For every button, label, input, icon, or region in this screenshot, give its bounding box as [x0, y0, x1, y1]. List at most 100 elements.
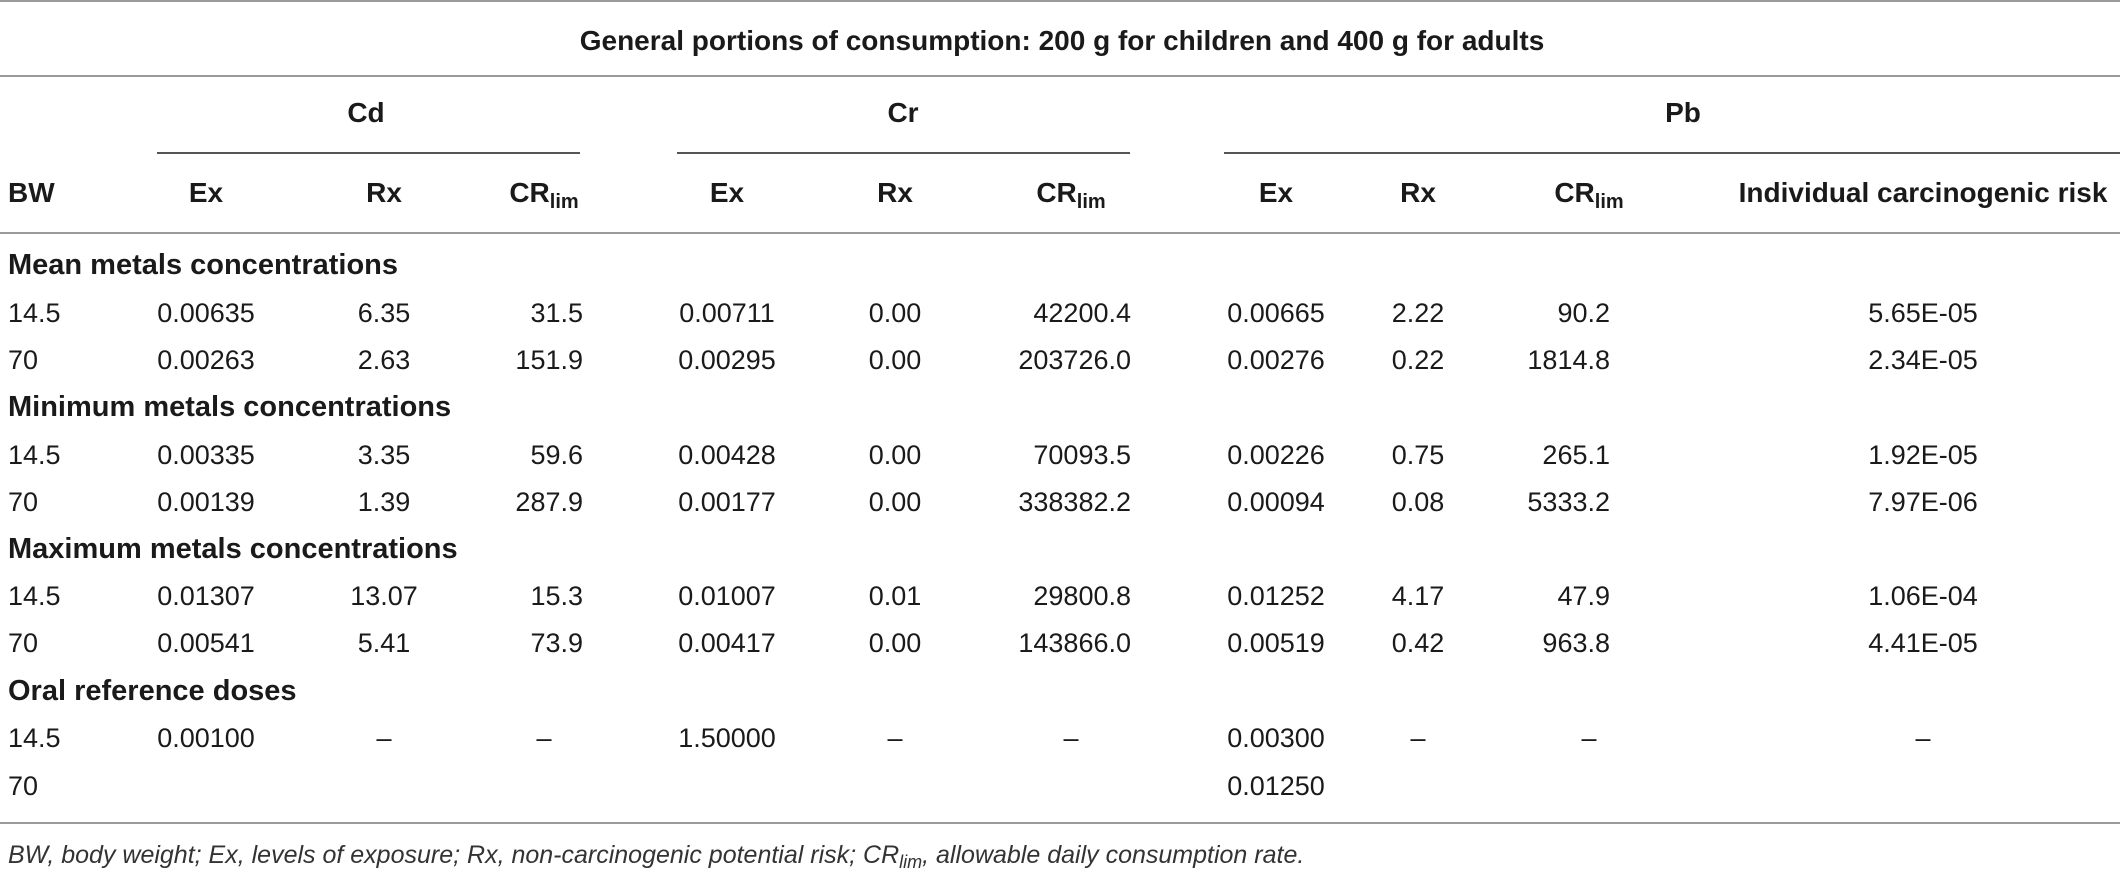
- header-rule: [0, 232, 2120, 234]
- top-rule: [0, 0, 2120, 2]
- cell-cd-ex: 0.00335: [157, 440, 255, 470]
- cell-bw: 14.5: [8, 581, 61, 611]
- group-header-pb: Pb: [1665, 97, 1701, 128]
- cell-pb-ex: 0.00665: [1227, 298, 1325, 328]
- cell-pb-rx: 0.08: [1391, 487, 1445, 517]
- cell-bw: 70: [8, 345, 39, 375]
- cell-cd-cr: 31.5: [530, 298, 583, 328]
- cell-cd-rx: 13.07: [350, 581, 418, 611]
- col-header-pb-rx: Rx: [1400, 177, 1436, 208]
- cell-pb-ex: 0.00094: [1227, 487, 1325, 517]
- cell-cd-rx: 2.63: [357, 345, 411, 375]
- cell-bw: 14.5: [8, 298, 61, 328]
- cell-cd-ex: 0.00100: [157, 723, 255, 753]
- cell-cr-ex: 1.50000: [678, 723, 776, 753]
- cell-pb-rx: –: [1410, 723, 1426, 753]
- cell-cr-ex: 0.00177: [678, 487, 776, 517]
- cell-pb-rx: 2.22: [1391, 298, 1445, 328]
- cell-cr-cr: –: [1063, 723, 1079, 753]
- footnote-part1: BW, body weight; Ex, levels of exposure;…: [8, 841, 900, 869]
- footnote-part2: , allowable daily consumption rate.: [922, 841, 1305, 869]
- cell-pb-ex: 0.00276: [1227, 345, 1325, 375]
- cell-cd-cr: 59.6: [530, 440, 583, 470]
- section-title: Mean metals concentrations: [8, 249, 398, 281]
- cell-cr-cr: 70093.5: [1033, 440, 1131, 470]
- cell-bw: 70: [8, 487, 39, 517]
- cell-cr-rx: 0.00: [868, 440, 922, 470]
- cr-label: CR: [1036, 177, 1077, 208]
- cell-cd-rx: 1.39: [357, 487, 411, 517]
- cell-pb-cr: 90.2: [1557, 298, 1610, 328]
- cell-pb-cr: 47.9: [1557, 581, 1610, 611]
- col-header-cd-rx: Rx: [366, 177, 402, 208]
- col-header-pb-cr: CRlim: [1554, 176, 1623, 219]
- cell-icr: 2.34E-05: [1868, 345, 1978, 375]
- cell-bw: 14.5: [8, 723, 61, 753]
- cell-cd-ex: 0.00635: [157, 298, 255, 328]
- cell-icr: 4.41E-05: [1868, 628, 1978, 658]
- cell-cd-ex: 0.00541: [157, 628, 255, 658]
- cell-bw: 70: [8, 771, 39, 801]
- cell-pb-ex: 0.00300: [1227, 723, 1325, 753]
- cell-cr-ex: 0.00295: [678, 345, 776, 375]
- section-title: Oral reference doses: [8, 675, 297, 707]
- cell-icr: 1.06E-04: [1868, 581, 1978, 611]
- cell-cr-rx: 0.00: [868, 345, 922, 375]
- cell-pb-ex: 0.00519: [1227, 628, 1325, 658]
- cell-cr-ex: 0.01007: [678, 581, 776, 611]
- cr-label: CR: [1554, 177, 1595, 208]
- cell-cd-cr: 73.9: [530, 628, 583, 658]
- footnote: BW, body weight; Ex, levels of exposure;…: [8, 840, 1304, 877]
- cr-subscript: lim: [1076, 191, 1106, 213]
- cell-cr-rx: 0.01: [868, 581, 922, 611]
- cell-cd-rx: 5.41: [357, 628, 411, 658]
- cell-pb-rx: 0.75: [1391, 440, 1445, 470]
- cell-pb-ex: 0.01250: [1227, 771, 1325, 801]
- cr-subscript: lim: [1594, 191, 1624, 213]
- cell-icr: 7.97E-06: [1868, 487, 1978, 517]
- col-header-pb-ex: Ex: [1258, 177, 1294, 208]
- group-header-cd: Cd: [347, 97, 385, 128]
- cell-cd-cr: 15.3: [530, 581, 583, 611]
- cell-cr-cr: 29800.8: [1033, 581, 1131, 611]
- cell-cr-rx: –: [887, 723, 903, 753]
- col-header-cr-cr: CRlim: [1036, 176, 1105, 219]
- cell-cd-rx: –: [376, 723, 392, 753]
- table-title: General portions of consumption: 200 g f…: [579, 25, 1545, 56]
- section-title: Minimum metals concentrations: [8, 391, 452, 423]
- cell-cd-ex: 0.00263: [157, 345, 255, 375]
- col-header-cr-ex: Ex: [709, 177, 745, 208]
- group-underline-pb: [1224, 152, 2120, 154]
- cell-cd-cr: 151.9: [515, 345, 583, 375]
- cell-cd-cr: –: [536, 723, 552, 753]
- group-header-cr: Cr: [887, 97, 919, 128]
- col-header-icr: Individual carcinogenic risk: [1738, 177, 2108, 208]
- cell-pb-cr: –: [1581, 723, 1597, 753]
- cr-subscript: lim: [549, 191, 579, 213]
- cell-pb-ex: 0.01252: [1227, 581, 1325, 611]
- cell-cr-rx: 0.00: [868, 628, 922, 658]
- cell-icr: 5.65E-05: [1868, 298, 1978, 328]
- footnote-subscript: lim: [899, 852, 923, 872]
- cell-bw: 14.5: [8, 440, 61, 470]
- cell-cr-ex: 0.00428: [678, 440, 776, 470]
- cell-cr-cr: 203726.0: [1018, 345, 1131, 375]
- cell-cr-cr: 42200.4: [1033, 298, 1131, 328]
- cell-cr-cr: 143866.0: [1018, 628, 1131, 658]
- cell-cd-rx: 3.35: [357, 440, 411, 470]
- cell-pb-rx: 4.17: [1391, 581, 1445, 611]
- cell-cr-ex: 0.00711: [679, 298, 775, 328]
- cell-pb-cr: 265.1: [1542, 440, 1610, 470]
- col-header-cd-cr: CRlim: [509, 176, 578, 219]
- cell-cr-cr: 338382.2: [1018, 487, 1131, 517]
- cell-cd-ex: 0.01307: [157, 581, 255, 611]
- cell-cd-cr: 287.9: [515, 487, 583, 517]
- cell-cr-ex: 0.00417: [678, 628, 776, 658]
- cell-pb-rx: 0.22: [1391, 345, 1445, 375]
- cell-pb-cr: 963.8: [1542, 628, 1610, 658]
- group-underline-cd: [157, 152, 580, 154]
- cell-pb-rx: 0.42: [1391, 628, 1445, 658]
- cell-pb-ex: 0.00226: [1227, 440, 1325, 470]
- col-header-cd-ex: Ex: [188, 177, 224, 208]
- bottom-rule: [0, 822, 2120, 824]
